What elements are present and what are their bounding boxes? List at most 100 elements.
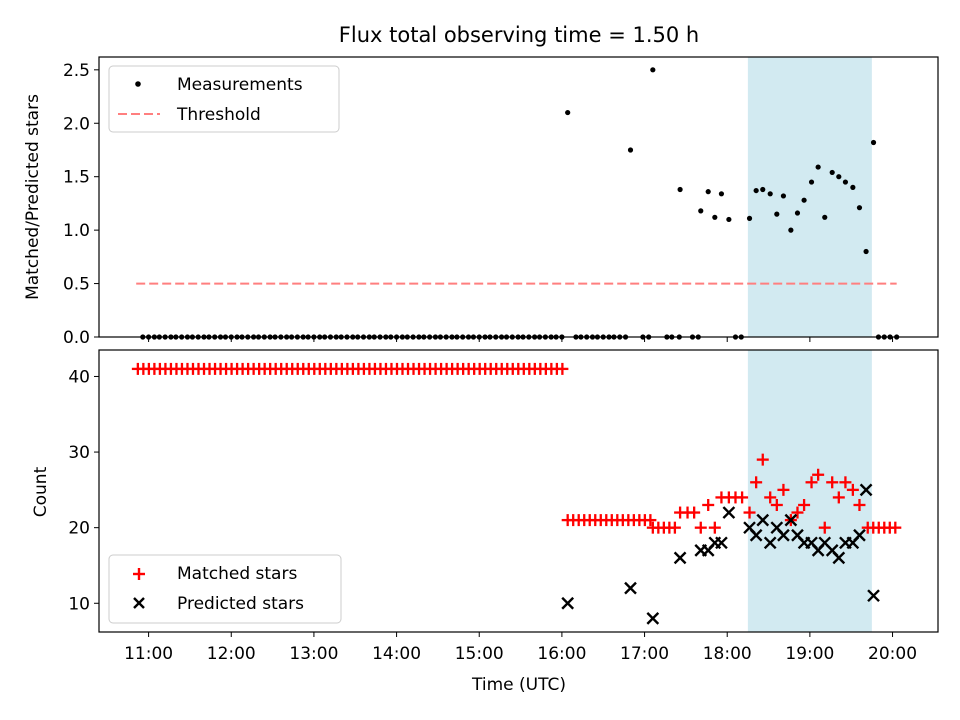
legend-measurements-marker [135,81,141,87]
x-tick-label: 20:00 [868,644,917,664]
predicted-star-point [722,506,736,519]
measurement-point [863,248,869,255]
measurement-point [870,139,877,146]
predicted-star-point [763,536,777,550]
predicted-star-point [749,528,763,542]
measurement-point [677,186,683,193]
y-tick-label: 1.5 [63,168,90,188]
measurement-point [565,109,571,116]
measurement-point [822,214,828,220]
matched-star-point [702,498,715,511]
matched-star-point [743,506,756,519]
measurement-point [836,174,842,180]
measurement-point [801,197,807,203]
measurement-point [718,191,725,197]
matched-star-point [818,521,831,534]
measurement-point [698,208,704,214]
panel-ratio-shade [747,57,872,337]
measurement-point [774,211,780,217]
x-tick-label: 18:00 [703,644,752,664]
y-tick-label: 40 [68,367,90,387]
y-tick-label: 2.0 [63,114,90,134]
legend-box [108,65,340,133]
predicted-star-point [561,596,575,610]
predicted-star-point [832,551,846,565]
panel-ratio-legend: Measurements Threshold [108,65,340,133]
panel-ratio-frame [98,56,939,338]
legend-predicted-label: Predicted stars [177,594,304,614]
y-tick-label: 2.5 [63,61,90,81]
measurement-point [627,147,634,153]
legend-matched-label: Matched stars [177,564,297,584]
measurement-point [808,179,815,185]
legend-box [108,554,342,624]
y-tick-label: 20 [68,519,90,539]
predicted-star-point [756,513,770,527]
matched-star-point [668,521,681,534]
measurement-point [767,191,773,197]
measurement-point [850,184,856,190]
y-tick-label: 30 [68,443,90,463]
matched-star-point [750,476,763,489]
y-tick-label: 10 [68,594,90,614]
matched-star-point [839,476,852,489]
x-tick-label: 14:00 [372,644,421,664]
x-tick-label: 13:00 [289,644,338,664]
measurement-point [788,227,794,233]
y-tick-label: 1.0 [63,221,90,241]
predicted-stars-points [561,483,880,625]
x-tick-label: 17:00 [620,644,669,664]
legend-threshold-label: Threshold [176,105,261,125]
matched-star-point [694,521,707,534]
panel-count-x-ticks: 11:00 12:00 13:00 14:00 15:00 16:00 17:00 18:00… [124,632,917,664]
predicted-star-point [859,483,873,497]
legend-matched-marker [133,568,145,580]
x-tick-label: 12:00 [207,644,256,664]
matched-star-point [777,483,790,496]
measurement-point [746,215,753,221]
x-tick-label: 11:00 [124,644,173,664]
legend-predicted-marker [133,597,145,609]
measurement-point [753,187,759,194]
matched-star-point [832,491,845,504]
measurement-point [780,193,787,199]
matched-star-point [556,362,569,375]
matched-star-point [853,498,866,511]
measurement-point [760,186,766,193]
chart-title: Flux total observing time = 1.50 h [339,23,699,47]
panel-count-y-ticks: 10 20 30 40 [68,367,99,614]
y-tick-label: 0.5 [63,275,90,295]
panel-count-frame [98,349,939,633]
x-tick-label: 19:00 [785,644,834,664]
matched-star-point [846,483,859,496]
matched-star-point [736,491,749,504]
measurement-point [705,189,711,195]
matched-star-point [826,476,839,489]
panel-ratio-y-ticks: 0.0 0.5 1.0 1.5 2.0 2.5 [63,61,99,348]
predicted-star-point [784,513,798,527]
legend-measurements-label: Measurements [177,75,303,95]
predicted-star-point [777,528,790,542]
panel-count-y-label: Count [31,466,51,517]
measurement-point [650,67,656,73]
matched-star-point [791,506,804,519]
matched-star-point [770,498,783,511]
matched-star-point [798,498,811,511]
predicted-star-point [715,536,728,550]
measurement-point [794,210,801,216]
y-tick-label: 0.0 [63,328,90,348]
measurement-point [726,216,732,223]
measurement-point [842,179,849,185]
x-tick-label: 15:00 [455,644,504,664]
matched-star-point [889,521,902,534]
predicted-star-point [853,528,866,542]
matched-star-point [805,476,818,489]
matched-stars-points [131,362,902,534]
x-axis-label: Time (UTC) [471,675,566,695]
x-tick-label: 16:00 [537,644,586,664]
measurement-point [829,169,835,176]
predicted-star-point [646,612,660,625]
measurement-point [815,164,821,170]
